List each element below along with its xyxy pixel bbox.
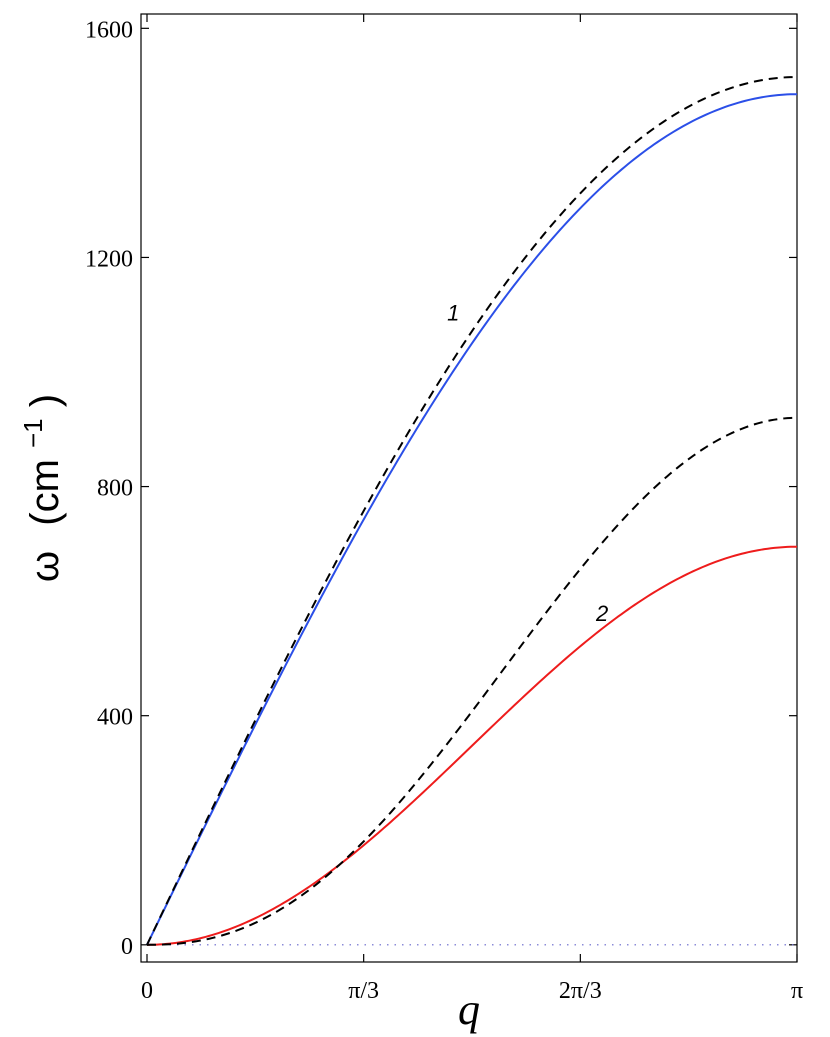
y-axis-symbol: ω: [23, 551, 67, 582]
y-tick-label-4: 1600: [85, 17, 133, 43]
x-tick-label-0: 0: [141, 978, 153, 1004]
x-tick-label-3: π: [791, 978, 803, 1004]
series-group: [146, 76, 798, 946]
curve-label-2: 2: [595, 601, 608, 626]
plot-frame: [140, 13, 798, 963]
series-line-2-dashed: [146, 416, 798, 946]
y-axis-unit: (cm: [23, 459, 67, 526]
x-axis-label: q: [458, 985, 480, 1034]
y-tick-label-0: 0: [121, 934, 133, 960]
x-tick-label-2: 2π/3: [559, 978, 602, 1004]
y-tick-label-1: 400: [97, 705, 133, 731]
series-line-1: [146, 93, 798, 946]
y-tick-label-2: 800: [97, 476, 133, 502]
y-axis-exponent: −1: [18, 418, 48, 448]
y-tick-label-3: 1200: [85, 246, 133, 272]
y-axis-close: ): [23, 394, 67, 407]
series-line-2: [146, 545, 798, 946]
curve-label-1: 1: [447, 300, 459, 325]
curve-annotations: 12: [447, 300, 608, 626]
x-tick-label-1: π/3: [348, 978, 379, 1004]
axis-ticks: [141, 14, 798, 962]
y-axis-label: ω (cm −1 ): [7, 394, 67, 582]
tick-labels: 0 400 800 1200 1600 0 π/3 2π/3 π: [85, 17, 803, 1004]
series-line-1-dashed: [146, 76, 798, 946]
svg-text:ω (cm −1 ): ω (cm −1 ): [7, 394, 67, 582]
